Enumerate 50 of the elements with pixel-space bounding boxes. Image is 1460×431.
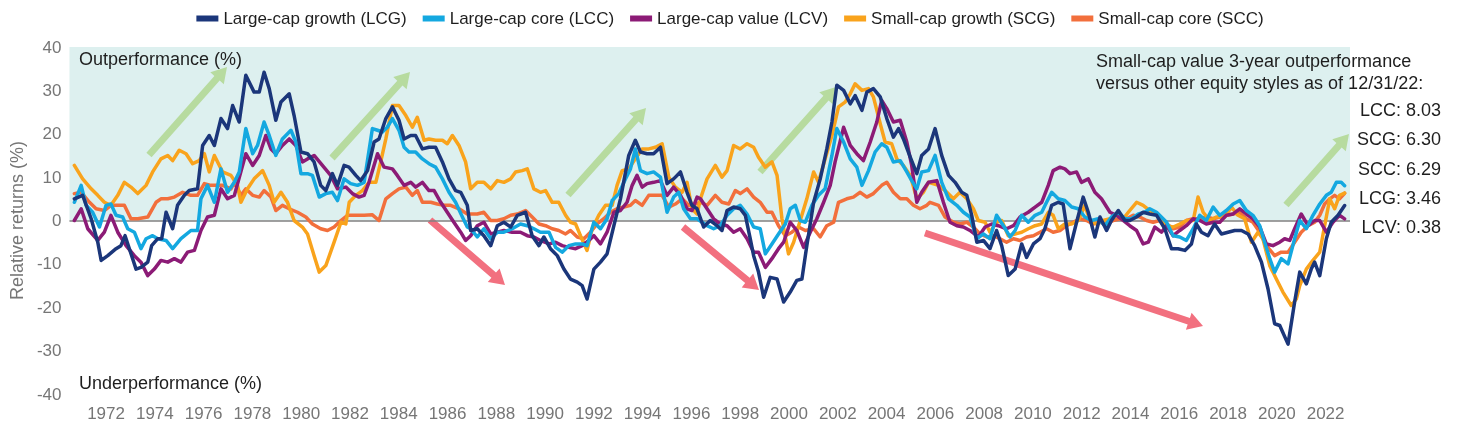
x-tick-label: 2000: [770, 404, 808, 423]
text: SCC: 6.29: [1357, 158, 1442, 179]
x-tick-label: 2012: [1062, 404, 1101, 423]
x-tick-label: 2020: [1257, 404, 1296, 423]
legend-label: Small-cap core (SCC): [1098, 9, 1264, 28]
x-tick-label: 1992: [574, 404, 613, 423]
y-tick-label: 20: [42, 124, 62, 144]
y-tick-label: 30: [42, 80, 62, 100]
y-tick-label: -40: [36, 384, 62, 404]
x-tick-label: 1998: [721, 404, 760, 423]
text: LCC: 8.03: [1359, 100, 1441, 120]
legend-label: Large-cap growth (LCG): [223, 9, 407, 28]
line-series: [72, 70, 1347, 346]
x-tick-label: 1980: [282, 404, 321, 423]
x-tick-label: 1976: [184, 404, 223, 423]
annotation: Small-cap value 3-year outperformance versus other equity styles as of 12/31/22:: [1096, 51, 1424, 93]
legend-label: Large-cap core (LCC): [449, 9, 615, 28]
text: LCG: 3.46: [1358, 187, 1441, 208]
x-tick-label: 2008: [965, 404, 1004, 423]
y-axis-title: Relative returns (%): [7, 140, 27, 301]
y-tick-label: -20: [36, 297, 62, 317]
annotation: Outperformance (%): [79, 49, 243, 69]
x-tick-label: 1994: [623, 404, 662, 423]
x-tick-label: 2002: [818, 404, 857, 423]
x-tick-label: 1986: [428, 404, 467, 423]
x-tick-label: 1982: [331, 404, 369, 423]
y-tick-label: -30: [36, 341, 62, 361]
legend-label: Large-cap value (LCV): [657, 9, 829, 28]
annotation: Underperformance (%): [79, 373, 263, 393]
y-tick-label: 40: [42, 37, 62, 57]
x-tick-label: 2006: [916, 404, 955, 423]
x-tick-label: 1984: [379, 404, 418, 423]
y-tick-label: 10: [42, 167, 62, 187]
x-tick-label: 2010: [1014, 404, 1052, 423]
text: LCV: 0.38: [1361, 217, 1442, 238]
x-tick-label: 2004: [867, 404, 906, 423]
legend-label: Small-cap growth (SCG): [871, 9, 1056, 28]
y-tick-label: 0: [52, 211, 62, 230]
x-tick-label: 1972: [87, 404, 125, 423]
x-tick-label: 1978: [233, 404, 272, 423]
x-tick-label: 2016: [1160, 404, 1199, 423]
y-tick-label: -10: [36, 254, 62, 274]
x-tick-label: 1974: [135, 404, 174, 423]
x-tick-label: 2022: [1306, 404, 1345, 423]
x-tick-label: 2018: [1209, 404, 1247, 423]
text: SCG: 6.30: [1356, 129, 1442, 150]
x-tick-label: 1996: [672, 404, 711, 423]
x-tick-label: 2014: [1111, 404, 1150, 423]
x-tick-label: 1990: [526, 404, 565, 423]
x-tick-label: 1988: [477, 404, 516, 423]
